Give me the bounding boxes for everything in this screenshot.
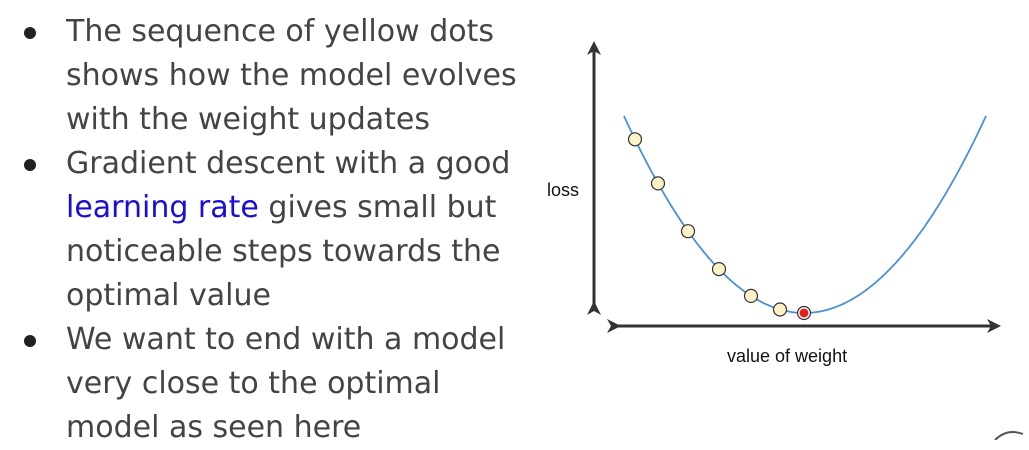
optimum-dot xyxy=(799,308,809,318)
bullet-list: The sequence of yellow dots shows how th… xyxy=(18,10,538,450)
loss-axis-label: loss xyxy=(547,180,579,200)
weight-axis-label: value of weight xyxy=(727,346,847,366)
gradient-descent-diagram: loss value of weight xyxy=(547,41,1001,366)
step-dot-5 xyxy=(743,288,759,303)
bullet-item-3: We want to end with a model very close t… xyxy=(18,318,538,450)
bullet-dot-icon xyxy=(24,27,36,39)
step-dot-4 xyxy=(711,262,727,277)
step-dot-2 xyxy=(650,176,666,191)
bullet-item-1: The sequence of yellow dots shows how th… xyxy=(18,10,538,142)
bullet-text-3: We want to end with a model very close t… xyxy=(66,322,506,445)
step-dot-6 xyxy=(772,302,788,317)
bullet-dot-icon xyxy=(24,335,36,347)
step-dot-3 xyxy=(680,224,696,239)
step-dots xyxy=(627,132,788,317)
bullet-text-1: The sequence of yellow dots shows how th… xyxy=(66,14,517,137)
bullet-text-2-before: Gradient descent with a good xyxy=(66,146,511,181)
corner-decoration xyxy=(994,431,1024,440)
learning-rate-link[interactable]: learning rate xyxy=(66,190,259,225)
bullet-dot-icon xyxy=(24,159,36,171)
optimum-marker xyxy=(796,305,812,321)
bullet-item-2: Gradient descent with a good learning ra… xyxy=(18,142,538,318)
loss-curve xyxy=(623,115,987,314)
bullet-text-2-after: gives small but noticeable steps towards… xyxy=(66,190,501,313)
step-dot-1 xyxy=(627,132,643,147)
